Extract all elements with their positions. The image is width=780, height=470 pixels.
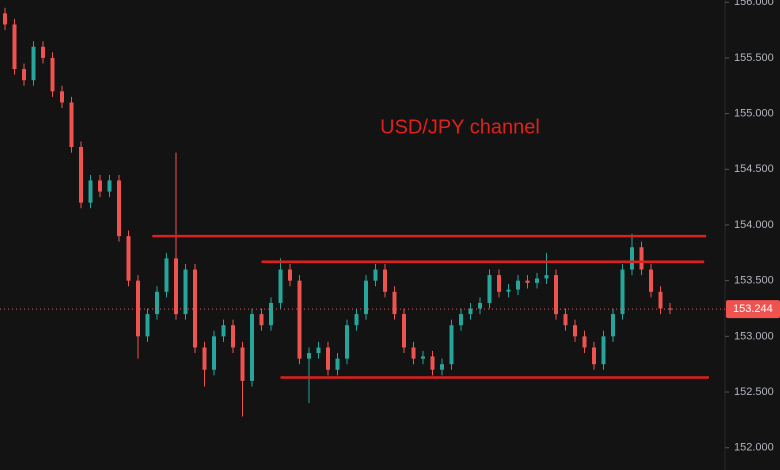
candle-body <box>307 353 311 359</box>
candle-body <box>155 291 159 315</box>
candle-body <box>525 280 530 283</box>
candle-body <box>554 275 558 315</box>
candle-body <box>411 347 416 359</box>
candle-body <box>60 91 64 103</box>
candle-body <box>212 336 216 370</box>
candle-body <box>649 269 653 292</box>
candle-body <box>3 13 7 25</box>
y-tick-label: 153.000 <box>734 330 774 342</box>
candle-body <box>611 314 615 337</box>
candle-body <box>658 291 663 309</box>
candle-body <box>535 278 539 283</box>
candle-body <box>126 236 131 281</box>
y-tick-label: 153.500 <box>734 275 774 287</box>
last-price-label: 153.244 <box>733 303 773 315</box>
candle-body <box>620 269 625 315</box>
candle-body <box>259 314 264 326</box>
candle-body <box>250 314 254 381</box>
y-tick-label: 155.500 <box>734 52 774 64</box>
candle-body <box>269 302 273 326</box>
candle-body <box>468 308 473 315</box>
candle-body <box>373 269 378 281</box>
candle-body <box>288 269 292 281</box>
candle-body <box>50 57 55 92</box>
y-tick-label: 152.000 <box>734 442 774 454</box>
last-price-box <box>726 300 780 319</box>
candle-body <box>231 325 235 348</box>
candle-body <box>136 280 140 337</box>
candle-body <box>174 258 178 315</box>
candle-body <box>107 180 112 192</box>
candle-body <box>183 269 188 315</box>
annotation: USD/JPY channel <box>380 116 540 138</box>
candle-body <box>79 147 83 203</box>
candle-body <box>592 347 596 365</box>
y-tick-label: 152.500 <box>734 386 774 398</box>
candle-body <box>22 69 26 81</box>
candle-body <box>41 46 45 58</box>
candle-body <box>88 180 93 203</box>
candle-body <box>31 46 36 81</box>
candle-body <box>573 325 577 337</box>
candle-body <box>335 358 340 370</box>
candle-body <box>639 247 644 270</box>
candle-body <box>421 356 425 359</box>
candle-body <box>668 308 672 310</box>
candle-body <box>478 302 482 309</box>
candle-body <box>117 180 121 237</box>
candle-body <box>202 347 207 370</box>
candle-body <box>582 336 587 348</box>
candle-body <box>392 291 397 315</box>
y-tick-label: 156.000 <box>734 0 774 8</box>
candle-body <box>440 364 444 370</box>
candle-body <box>297 280 302 359</box>
candle-body <box>430 356 435 370</box>
y-tick-label: 155.000 <box>734 108 774 120</box>
candle-body <box>544 275 549 279</box>
candle-body <box>497 275 501 292</box>
candle-body <box>449 325 454 365</box>
candle-body <box>345 325 349 359</box>
candle-body <box>145 314 150 337</box>
candle-body <box>630 247 634 270</box>
candle-body <box>601 336 606 365</box>
candle-body <box>402 314 406 348</box>
candle-body <box>69 102 74 148</box>
candle-body <box>98 180 102 192</box>
candle-body <box>164 258 169 292</box>
candle-body <box>240 347 245 381</box>
candle-body <box>383 269 387 292</box>
candle-body <box>193 269 197 348</box>
candle-body <box>354 314 359 326</box>
candle-body <box>563 314 568 326</box>
candle-body <box>506 289 511 292</box>
candle-body <box>516 280 520 290</box>
candle-body <box>12 24 17 70</box>
candle-body <box>326 347 330 370</box>
candle-body <box>364 280 368 315</box>
candle-body <box>459 314 463 326</box>
y-tick-label: 154.500 <box>734 163 774 175</box>
candle-body <box>316 347 321 354</box>
candle-body <box>221 325 226 337</box>
y-tick-label: 154.000 <box>734 219 774 231</box>
candle-body <box>278 269 283 303</box>
candle-body <box>487 275 492 303</box>
